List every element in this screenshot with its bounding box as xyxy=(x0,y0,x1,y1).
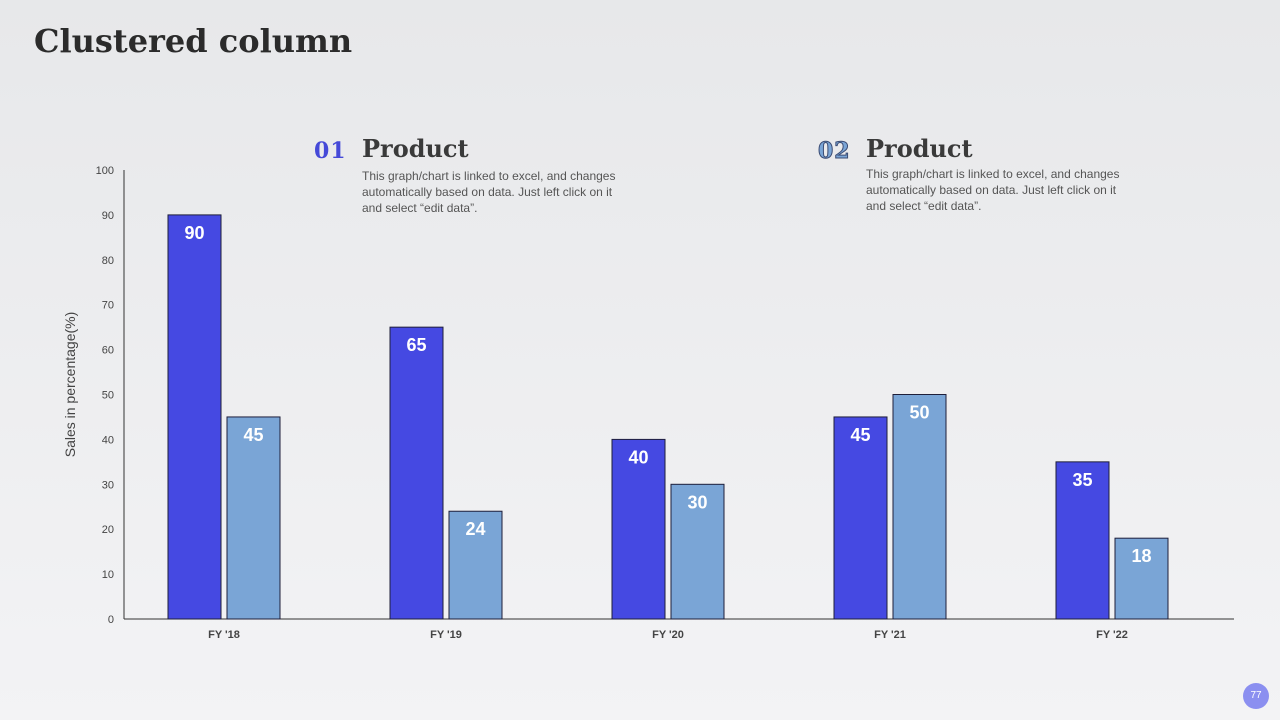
bar-1-3 xyxy=(611,438,666,620)
legend-number: 02 xyxy=(818,138,851,165)
legend-description: This graph/chart is linked to excel, and… xyxy=(362,169,616,215)
y-tick-label: 60 xyxy=(102,345,114,357)
bar-data-label: 35 xyxy=(1072,470,1092,490)
legend-number: 01 xyxy=(314,138,347,164)
bar-data-label: 30 xyxy=(687,492,707,512)
y-tick-label: 40 xyxy=(102,434,114,446)
bar-data-label: 90 xyxy=(184,223,204,243)
bar-1-1 xyxy=(167,214,222,620)
bar-data-label: 24 xyxy=(465,519,485,539)
bar-1-4 xyxy=(833,416,888,620)
y-tick-label: 50 xyxy=(102,390,114,402)
y-tick-label: 0 xyxy=(108,614,114,626)
x-tick-label: FY '18 xyxy=(208,629,240,641)
bar-data-label: 50 xyxy=(909,403,929,423)
bar-data-label: 45 xyxy=(850,425,870,445)
bar-data-label: 18 xyxy=(1131,546,1151,566)
legend-description: This graph/chart is linked to excel, and… xyxy=(866,167,1120,213)
bar-2-2 xyxy=(448,510,503,620)
y-tick-label: 80 xyxy=(102,255,114,267)
y-tick-label: 70 xyxy=(102,300,114,312)
bar-data-label: 45 xyxy=(243,425,263,445)
x-tick-label: FY '22 xyxy=(1096,629,1128,641)
slide-title: Clustered column xyxy=(34,22,353,60)
bar-2-4 xyxy=(892,394,947,620)
y-tick-label: 30 xyxy=(102,479,114,491)
bar-2-1 xyxy=(226,416,281,620)
bar-data-label: 65 xyxy=(406,335,426,355)
bar-2-5 xyxy=(1114,537,1169,620)
legend-heading: Product xyxy=(362,134,469,163)
x-tick-label: FY '20 xyxy=(652,629,684,641)
y-tick-label: 10 xyxy=(102,569,114,581)
legend-heading: Product xyxy=(866,134,973,163)
bar-1-5 xyxy=(1055,461,1110,620)
y-tick-label: 90 xyxy=(102,210,114,222)
y-tick-label: 20 xyxy=(102,524,114,536)
x-tick-label: FY '19 xyxy=(430,629,462,641)
x-tick-label: FY '21 xyxy=(874,629,906,641)
bar-2-3 xyxy=(670,483,725,620)
y-axis-title: Sales in percentage(%) xyxy=(62,312,78,458)
bar-1-2 xyxy=(389,326,444,620)
bar-data-label: 40 xyxy=(628,447,648,467)
page-number-badge: 77 xyxy=(1243,683,1269,709)
y-tick-label: 100 xyxy=(96,165,114,177)
